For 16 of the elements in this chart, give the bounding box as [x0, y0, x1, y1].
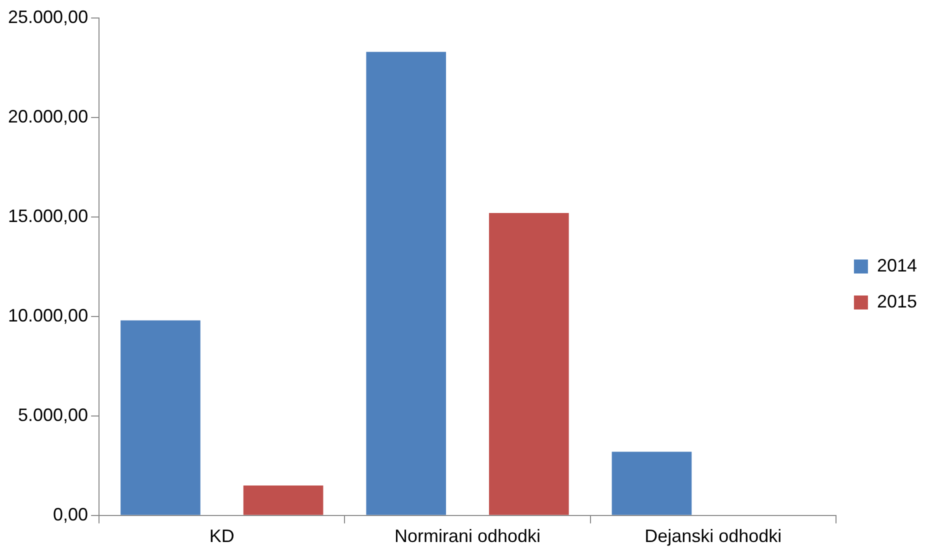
x-tick-label: Dejanski odhodki [644, 526, 782, 546]
y-tick-label: 5.000,00 [18, 404, 88, 425]
y-tick-label: 0,00 [53, 504, 88, 524]
bar [366, 52, 446, 515]
y-tick-label: 25.000,00 [8, 6, 88, 27]
y-tick-label: 15.000,00 [8, 206, 88, 226]
bar [612, 452, 692, 515]
bar [120, 320, 200, 515]
x-tick-label: KD [209, 526, 234, 546]
bar [489, 212, 569, 515]
y-tick-label: 20.000,00 [8, 106, 88, 126]
x-tick-label: Normirani odhodki [394, 526, 541, 546]
bar [243, 486, 324, 515]
legend-label: 2014 [876, 255, 918, 276]
y-tick-label: 10.000,00 [8, 305, 88, 326]
legend-label: 2015 [876, 291, 918, 312]
